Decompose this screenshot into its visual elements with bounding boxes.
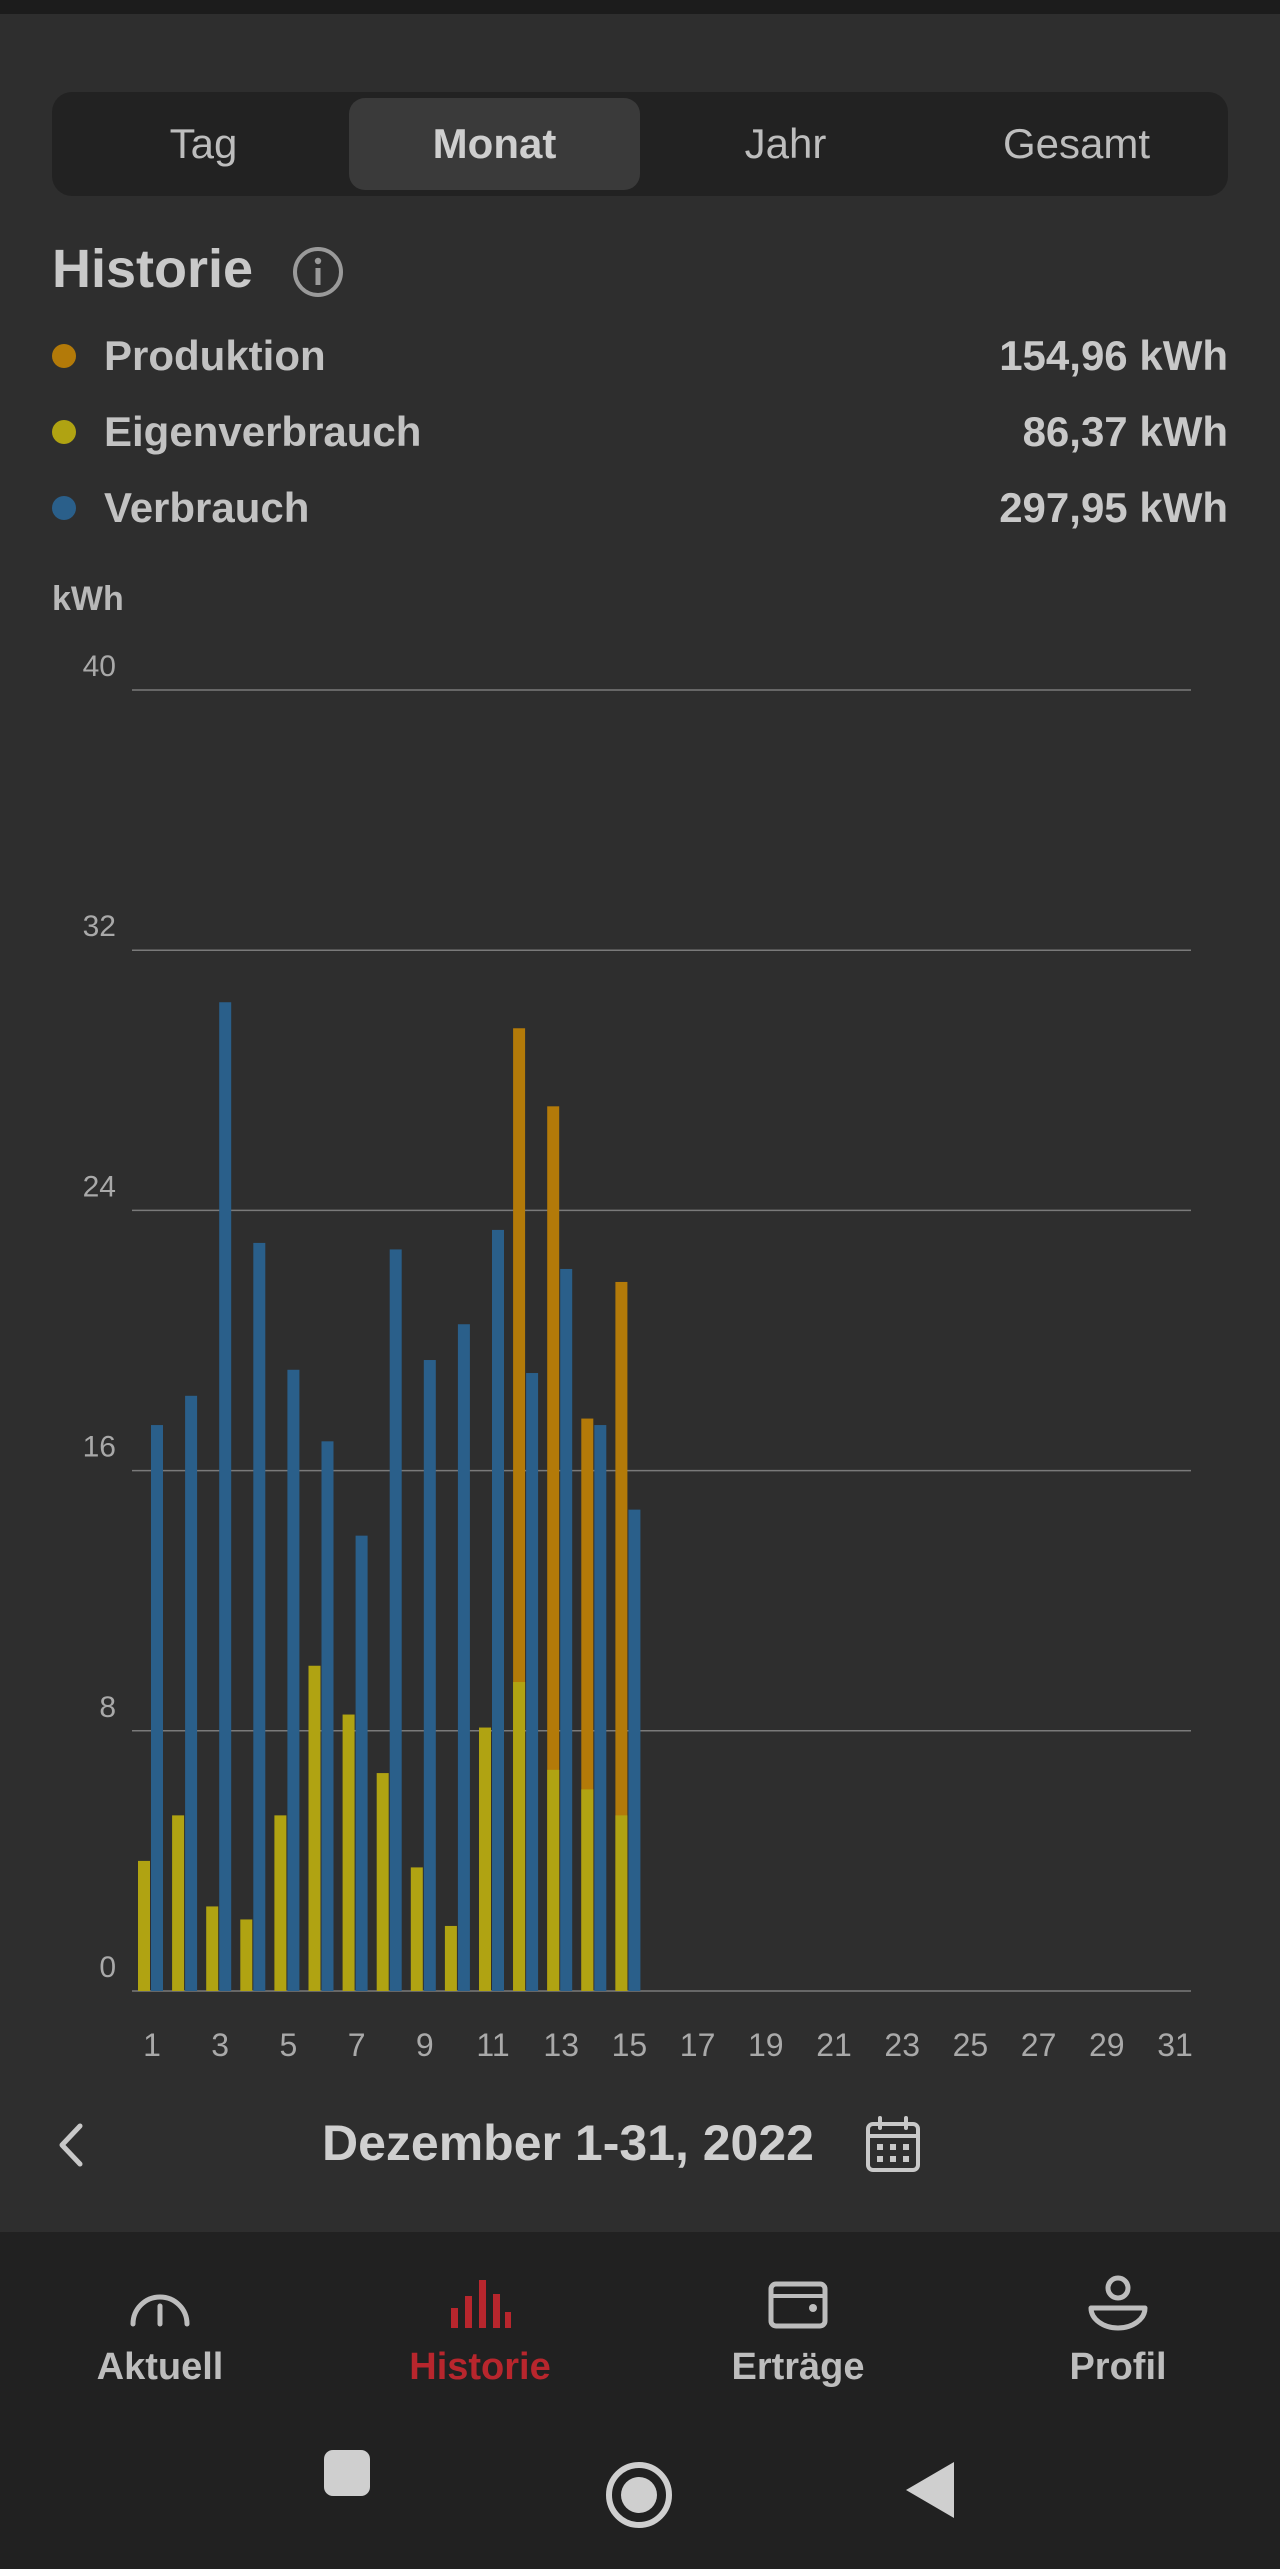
wallet-icon	[768, 2281, 828, 2329]
back-nav-icon[interactable]	[904, 2460, 956, 2520]
legend-dot-produktion	[52, 344, 76, 368]
bar-eigenverbrauch	[479, 1727, 491, 1991]
nav-ertraege[interactable]: Erträge	[678, 2274, 918, 2424]
bar-verbrauch	[628, 1509, 641, 1991]
bar-eigenverbrauch	[138, 1860, 150, 1991]
nav-label: Aktuell	[96, 2346, 224, 2388]
x-tick-label: 13	[543, 2027, 579, 2063]
y-tick-label: 0	[99, 1951, 116, 1984]
bar-eigenverbrauch	[342, 1714, 355, 1991]
nav-label: Historie	[409, 2346, 551, 2388]
nav-label: Profil	[1069, 2346, 1167, 2388]
bar-eigenverbrauch	[513, 1682, 526, 1991]
legend-row-eigenverbrauch: Eigenverbrauch 86,37 kWh	[52, 402, 1228, 462]
bar-eigenverbrauch	[547, 1769, 560, 1991]
bar-eigenverbrauch	[206, 1906, 219, 1991]
legend-label: Verbrauch	[104, 484, 310, 531]
x-tick-label: 7	[348, 2027, 366, 2063]
bar-chart-icon	[451, 2280, 511, 2328]
tab-gesamt[interactable]: Gesamt	[1002, 120, 1151, 167]
status-bar	[0, 0, 1280, 14]
person-icon	[1088, 2275, 1148, 2331]
bar-eigenverbrauch	[410, 1867, 423, 1991]
legend-label: Eigenverbrauch	[104, 408, 422, 455]
x-tick-label: 21	[816, 2027, 852, 2063]
legend-label: Produktion	[104, 332, 326, 379]
bar-eigenverbrauch	[308, 1665, 321, 1991]
bar-verbrauch	[423, 1360, 436, 1991]
y-axis-unit: kWh	[52, 580, 124, 618]
tab-tag[interactable]: Tag	[169, 120, 238, 167]
x-tick-label: 25	[953, 2027, 989, 2063]
bar-verbrauch	[185, 1395, 198, 1991]
bar-verbrauch	[321, 1441, 334, 1991]
chevron-left-icon[interactable]	[50, 2120, 90, 2170]
bar-verbrauch	[287, 1369, 300, 1991]
y-tick-label: 16	[83, 1431, 116, 1464]
bar-verbrauch	[594, 1425, 607, 1991]
y-tick-label: 8	[99, 1691, 116, 1724]
bar-verbrauch	[253, 1242, 266, 1991]
x-tick-label: 29	[1089, 2027, 1125, 2063]
bar-eigenverbrauch	[172, 1815, 185, 1991]
legend-value: 297,95 kWh	[999, 484, 1228, 531]
bar-verbrauch	[560, 1268, 573, 1991]
x-tick-label: 17	[680, 2027, 716, 2063]
y-tick-label: 32	[83, 910, 116, 943]
legend-value: 86,37 kWh	[1022, 408, 1228, 455]
legend-row-produktion: Produktion 154,96 kWh	[52, 326, 1228, 386]
home-icon[interactable]	[604, 2460, 674, 2530]
y-tick-label: 40	[83, 650, 116, 683]
x-tick-label: 19	[748, 2027, 784, 2063]
legend-dot-verbrauch	[52, 496, 76, 520]
date-range-label: Dezember 1-31, 2022	[322, 2115, 814, 2171]
x-tick-label: 15	[612, 2027, 648, 2063]
recents-icon[interactable]	[322, 2448, 372, 2498]
x-tick-label: 31	[1157, 2027, 1193, 2063]
x-tick-label: 27	[1021, 2027, 1057, 2063]
bar-verbrauch	[219, 1002, 232, 1991]
nav-profil[interactable]: Profil	[998, 2274, 1238, 2424]
bar-eigenverbrauch	[376, 1773, 389, 1991]
bar-verbrauch	[151, 1425, 163, 1991]
bar-verbrauch	[526, 1373, 539, 1991]
bar-eigenverbrauch	[615, 1815, 628, 1991]
x-tick-label: 3	[211, 2027, 229, 2063]
legend-value: 154,96 kWh	[999, 332, 1228, 379]
y-tick-label: 24	[83, 1170, 116, 1203]
bar-verbrauch	[389, 1249, 402, 1991]
bar-eigenverbrauch	[581, 1789, 594, 1991]
calendar-icon[interactable]	[862, 2114, 924, 2176]
nav-label: Erträge	[731, 2346, 865, 2388]
bar-verbrauch	[492, 1229, 504, 1991]
date-navigation: Dezember 1-31, 2022	[0, 2100, 1280, 2190]
gauge-icon	[130, 2294, 190, 2327]
x-tick-label: 1	[143, 2027, 161, 2063]
page-title: Historie	[52, 239, 254, 299]
x-tick-label: 23	[884, 2027, 920, 2063]
x-tick-label: 11	[476, 2027, 509, 2063]
bar-produktion	[615, 1281, 628, 1991]
nav-historie[interactable]: Historie	[360, 2274, 600, 2424]
x-tick-label: 9	[416, 2027, 434, 2063]
nav-aktuell[interactable]: Aktuell	[40, 2274, 280, 2424]
x-tick-label: 5	[280, 2027, 298, 2063]
bar-verbrauch	[457, 1324, 470, 1991]
tab-jahr[interactable]: Jahr	[744, 120, 827, 167]
info-icon[interactable]	[292, 246, 344, 298]
bar-eigenverbrauch	[240, 1919, 253, 1991]
tab-monat[interactable]: Monat	[349, 98, 640, 190]
bar-eigenverbrauch	[274, 1815, 287, 1991]
bar-eigenverbrauch	[444, 1925, 457, 1991]
bar-verbrauch	[355, 1535, 368, 1991]
period-tabs: Tag Monat Jahr Gesamt	[52, 92, 1228, 196]
legend-dot-eigenverbrauch	[52, 420, 76, 444]
legend-row-verbrauch: Verbrauch 297,95 kWh	[52, 478, 1228, 538]
